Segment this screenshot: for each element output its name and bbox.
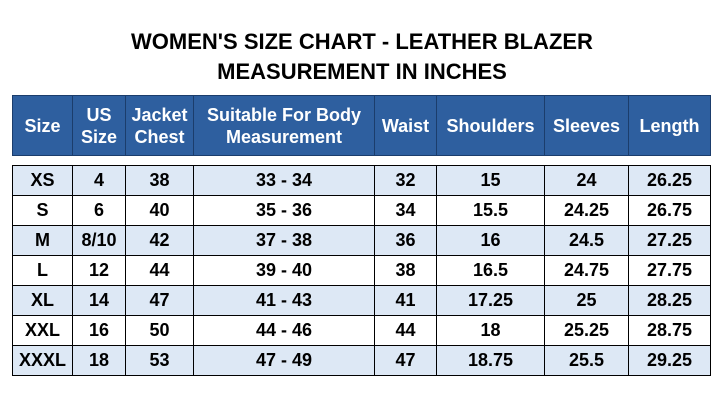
- table-cell: 6: [72, 195, 126, 226]
- table-cell: 38: [374, 255, 437, 286]
- table-cell: 34: [374, 195, 437, 226]
- table-cell: 16.5: [436, 255, 545, 286]
- column-header: Size: [12, 95, 73, 156]
- table-cell: 28.75: [628, 315, 711, 346]
- table-cell: 26.75: [628, 195, 711, 226]
- table-cell: 16: [72, 315, 126, 346]
- column-header: Suitable For Body Measurement: [193, 95, 375, 156]
- table-cell: XXL: [12, 315, 73, 346]
- table-row: S 6 40 35 - 36 34 15.5 24.25 26.75: [12, 195, 711, 226]
- table-cell: 40: [125, 195, 194, 226]
- table-cell: 18: [72, 345, 126, 376]
- table-row: XXL 16 50 44 - 46 44 18 25.25 28.75: [12, 315, 711, 346]
- table-cell: 27.75: [628, 255, 711, 286]
- table-cell: XL: [12, 285, 73, 316]
- table-cell: 38: [125, 165, 194, 196]
- size-table: XS 4 38 33 - 34 32 15 24 26.25 S 6 40 35 - 36 34 15.5…: [12, 165, 711, 376]
- table-cell: 41 - 43: [193, 285, 375, 316]
- table-cell: 26.25: [628, 165, 711, 196]
- table-cell: 47 - 49: [193, 345, 375, 376]
- table-cell: 44: [374, 315, 437, 346]
- table-cell: 25: [544, 285, 629, 316]
- table-cell: XXXL: [12, 345, 73, 376]
- subtitle: MEASUREMENT IN INCHES: [217, 59, 507, 84]
- table-cell: 27.25: [628, 225, 711, 256]
- column-header: Sleeves: [544, 95, 629, 156]
- table-row: XXXL 18 53 47 - 49 47 18.75 25.5 29.25: [12, 345, 711, 376]
- column-header: Jacket Chest: [125, 95, 194, 156]
- table-cell: S: [12, 195, 73, 226]
- table-row: M 8/10 42 37 - 38 36 16 24.5 27.25: [12, 225, 711, 256]
- table-cell: 41: [374, 285, 437, 316]
- table-cell: 24: [544, 165, 629, 196]
- column-header: Waist: [374, 95, 437, 156]
- table-cell: XS: [12, 165, 73, 196]
- table-cell: 18: [436, 315, 545, 346]
- table-row: L 12 44 39 - 40 38 16.5 24.75 27.75: [12, 255, 711, 286]
- table-header: Size US Size Jacket Chest Suitable For Body…: [12, 95, 711, 156]
- table-row: XS 4 38 33 - 34 32 15 24 26.25: [12, 165, 711, 196]
- table-cell: 24.75: [544, 255, 629, 286]
- table-cell: 32: [374, 165, 437, 196]
- table-cell: 44 - 46: [193, 315, 375, 346]
- table-cell: 35 - 36: [193, 195, 375, 226]
- table-cell: 15.5: [436, 195, 545, 226]
- table-cell: 8/10: [72, 225, 126, 256]
- table-cell: 42: [125, 225, 194, 256]
- title: WOMEN'S SIZE CHART - LEATHER BLAZER: [131, 29, 593, 54]
- table-cell: 36: [374, 225, 437, 256]
- table-cell: 33 - 34: [193, 165, 375, 196]
- table-cell: 37 - 38: [193, 225, 375, 256]
- table-cell: 18.75: [436, 345, 545, 376]
- table-cell: 25.5: [544, 345, 629, 376]
- column-header: Shoulders: [436, 95, 545, 156]
- table-cell: 16: [436, 225, 545, 256]
- table-cell: 29.25: [628, 345, 711, 376]
- table-cell: L: [12, 255, 73, 286]
- column-header: Length: [628, 95, 711, 156]
- table-cell: M: [12, 225, 73, 256]
- table-cell: 53: [125, 345, 194, 376]
- table-cell: 39 - 40: [193, 255, 375, 286]
- table-cell: 17.25: [436, 285, 545, 316]
- table-row: XL 14 47 41 - 43 41 17.25 25 28.25: [12, 285, 711, 316]
- table-cell: 12: [72, 255, 126, 286]
- table-cell: 4: [72, 165, 126, 196]
- table-cell: 24.25: [544, 195, 629, 226]
- table-cell: 47: [125, 285, 194, 316]
- header-row: Size US Size Jacket Chest Suitable For Body…: [12, 95, 711, 156]
- table-cell: 14: [72, 285, 126, 316]
- table-cell: 28.25: [628, 285, 711, 316]
- table-cell: 47: [374, 345, 437, 376]
- table-cell: 15: [436, 165, 545, 196]
- table-cell: 24.5: [544, 225, 629, 256]
- column-header: US Size: [72, 95, 126, 156]
- table-cell: 44: [125, 255, 194, 286]
- table-cell: 50: [125, 315, 194, 346]
- table-cell: 25.25: [544, 315, 629, 346]
